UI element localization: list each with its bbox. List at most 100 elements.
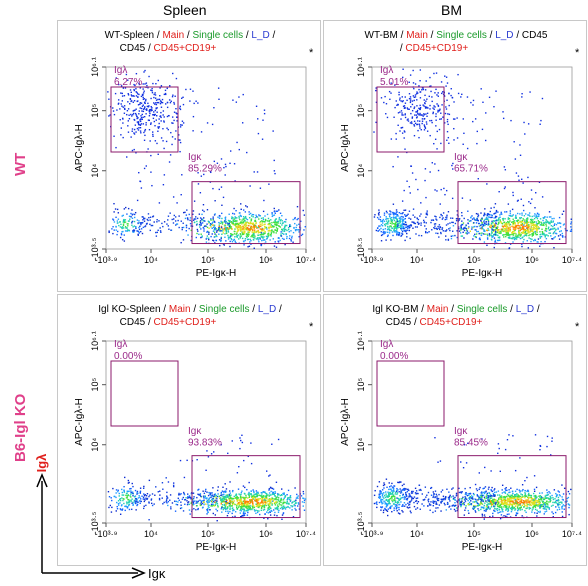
event-dot <box>251 497 254 499</box>
gate-lambda[interactable] <box>110 86 179 153</box>
event-dot <box>121 508 124 510</box>
event-dot <box>435 507 437 509</box>
event-dot <box>118 498 121 501</box>
event-dot <box>139 498 142 500</box>
event-dot <box>509 491 511 493</box>
event-dot <box>224 233 226 235</box>
event-dot <box>423 505 425 507</box>
event-dot <box>505 227 508 230</box>
event-dot <box>148 216 150 219</box>
event-dot <box>524 509 526 512</box>
event-dot <box>442 91 444 93</box>
event-dot <box>228 224 230 226</box>
event-dot <box>147 119 150 121</box>
event-dot <box>243 244 245 246</box>
event-dot <box>193 503 195 506</box>
event-dot <box>246 238 249 241</box>
event-dot <box>533 221 535 223</box>
gate-kappa[interactable] <box>191 181 301 245</box>
event-dot <box>221 223 224 225</box>
event-dot <box>237 506 240 508</box>
event-dot <box>403 189 405 192</box>
event-dot <box>265 496 267 499</box>
event-dot <box>282 492 284 495</box>
event-dot <box>139 496 141 499</box>
event-dot <box>117 102 120 105</box>
event-dot <box>448 491 450 493</box>
event-dot <box>192 90 194 92</box>
event-dot <box>407 225 410 228</box>
event-dot <box>437 111 439 113</box>
event-dot <box>507 220 509 223</box>
event-dot <box>398 93 400 96</box>
event-dot <box>127 120 129 122</box>
gate-lambda[interactable] <box>110 360 179 427</box>
event-dot <box>179 459 182 462</box>
event-dot <box>162 128 164 130</box>
event-dot <box>202 501 205 504</box>
event-dot <box>410 106 412 108</box>
event-dot <box>117 103 120 105</box>
event-dot <box>467 210 469 212</box>
gate-lambda[interactable] <box>376 86 445 153</box>
event-dot <box>220 491 223 494</box>
event-dot <box>274 220 277 222</box>
event-dot <box>122 499 124 502</box>
event-dot <box>256 511 259 514</box>
event-dot <box>171 95 174 98</box>
event-dot <box>248 245 251 247</box>
event-dot <box>286 501 288 504</box>
event-dot <box>521 214 523 216</box>
event-dot <box>161 98 164 101</box>
event-dot <box>262 239 265 241</box>
event-dot <box>127 223 129 225</box>
event-dot <box>160 101 163 104</box>
event-dot <box>396 104 398 106</box>
event-dot <box>494 212 497 214</box>
event-dot <box>230 220 233 223</box>
event-dot <box>180 124 182 126</box>
event-dot <box>539 511 541 514</box>
event-dot <box>191 225 194 227</box>
event-dot <box>134 502 137 504</box>
event-dot <box>423 114 425 116</box>
event-dot <box>506 501 508 504</box>
event-dot <box>131 128 134 130</box>
event-dot <box>206 450 208 452</box>
event-dot <box>262 233 264 235</box>
event-dot <box>162 225 164 228</box>
event-dot <box>242 514 244 517</box>
gate-kappa[interactable] <box>191 455 301 519</box>
event-dot <box>267 236 269 238</box>
event-dot <box>155 102 157 104</box>
event-dot <box>403 227 406 230</box>
event-dot <box>530 500 532 502</box>
event-dot <box>525 233 527 235</box>
event-dot <box>411 172 414 174</box>
event-dot <box>543 216 546 219</box>
event-dot <box>468 501 471 504</box>
event-dot <box>166 101 169 104</box>
event-dot <box>512 507 514 509</box>
event-dot <box>199 221 202 224</box>
event-dot <box>547 235 549 237</box>
gate-kappa[interactable] <box>457 181 567 245</box>
event-dot <box>562 499 565 501</box>
event-dot <box>407 225 409 227</box>
event-dot <box>519 504 521 506</box>
event-dot <box>150 502 153 505</box>
event-dot <box>275 224 277 227</box>
event-dot <box>505 508 508 510</box>
event-dot <box>283 226 286 229</box>
event-dot <box>419 106 422 109</box>
event-dot <box>237 502 239 505</box>
event-dot <box>225 226 227 229</box>
event-dot <box>242 496 244 499</box>
event-dot <box>290 240 292 242</box>
event-dot <box>275 227 278 229</box>
event-dot <box>433 108 435 110</box>
event-dot <box>453 101 455 103</box>
event-dot <box>441 228 443 231</box>
event-dot <box>151 87 153 90</box>
event-dot <box>536 231 538 233</box>
